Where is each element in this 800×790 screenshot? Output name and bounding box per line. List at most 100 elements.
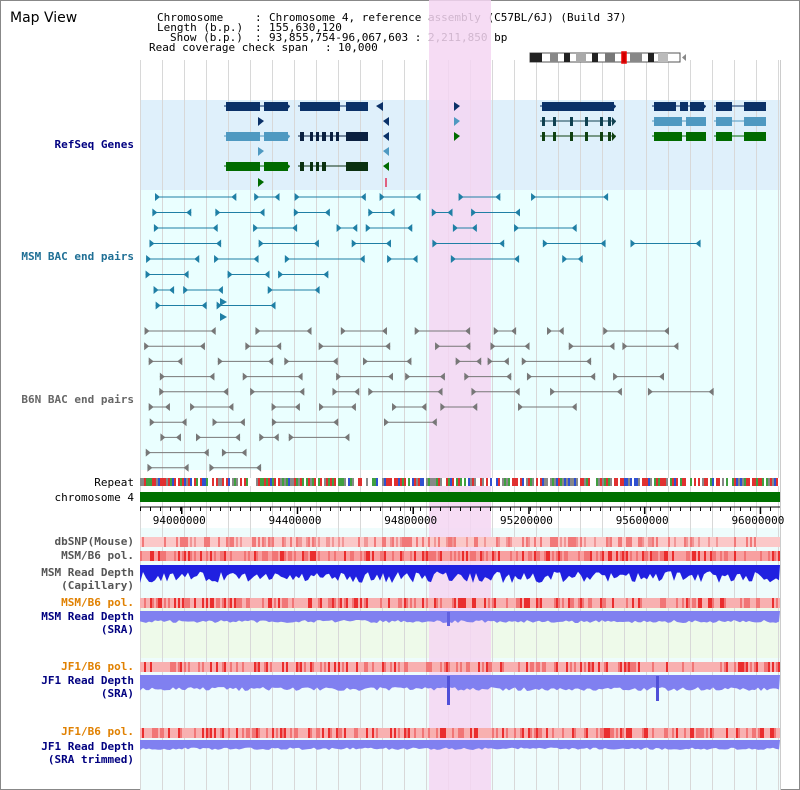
msm-b6-pol-track-cell <box>426 551 428 561</box>
repeat-segment <box>146 478 148 486</box>
msm-b6-pol-track-cell <box>310 551 312 561</box>
track-label-jf1-depth-sra[interactable]: JF1 Read Depth <box>41 674 134 687</box>
msm-b6-pol-2-track-cell <box>662 598 664 608</box>
msm-b6-pol-2-track-cell <box>184 598 186 608</box>
repeat-segment <box>702 478 704 486</box>
msm-bac-end <box>220 298 227 306</box>
jf1-b6-pol-2-track-cell <box>222 728 224 738</box>
msm-b6-pol-track-cell <box>284 551 286 561</box>
msm-b6-pol-2-track-cell <box>602 598 604 608</box>
jf1-b6-pol-2-track-cell <box>236 728 238 738</box>
dbsnp-track-cell <box>618 537 620 547</box>
jf1-b6-pol-2-track-cell <box>746 728 748 738</box>
msm-b6-pol-track-cell <box>182 551 184 561</box>
msm-b6-pol-track-cell <box>686 551 688 561</box>
repeat-segment <box>516 478 518 486</box>
msm-b6-pol-2-track-cell <box>660 598 662 608</box>
jf1-b6-pol-track-cell <box>734 662 736 672</box>
b6n-bac-pair-end <box>514 387 520 396</box>
jf1-b6-pol-2-track-cell <box>442 728 444 738</box>
repeat-segment <box>254 478 256 486</box>
msm-b6-pol-track-cell <box>280 551 282 561</box>
msm-b6-pol-track-cell <box>622 551 624 561</box>
jf1-b6-pol-track-cell <box>270 662 272 672</box>
b6n-bac-pair-end <box>209 372 215 381</box>
jf1-b6-pol-2-track-cell <box>630 728 632 738</box>
repeat-segment <box>624 478 626 486</box>
msm-b6-pol-2-track-cell <box>292 598 294 608</box>
repeat-segment <box>204 478 206 486</box>
jf1-b6-pol-2-track-cell <box>522 728 524 738</box>
b6n-bac-pair-end <box>276 342 282 351</box>
msm-bac-pair-end <box>450 255 456 263</box>
jf1-b6-pol-2-track-cell <box>372 728 374 738</box>
repeat-segment <box>188 478 190 486</box>
msm-b6-pol-track-cell <box>256 551 258 561</box>
msm-bac-pair-end <box>385 239 391 248</box>
ideogram-band <box>564 53 570 62</box>
repeat-segment <box>554 478 556 486</box>
jf1-b6-pol-track-cell <box>356 662 358 672</box>
jf1-b6-pol-track-cell <box>742 662 744 672</box>
jf1-b6-pol-2-track-cell <box>738 728 740 738</box>
msm-b6-pol-2-track-cell <box>380 598 382 608</box>
track-label-msm-bac[interactable]: MSM BAC end pairs <box>21 250 134 263</box>
jf1-b6-pol-track-cell <box>738 662 740 672</box>
track-label-msm-b6-pol[interactable]: MSM/B6 pol. <box>61 549 134 562</box>
track-label-dbsnp[interactable]: dbSNP(Mouse) <box>54 535 134 548</box>
msm-b6-pol-track-cell <box>624 551 626 561</box>
b6n-bac-pair-end <box>616 387 622 396</box>
repeat-segment <box>630 478 632 486</box>
msm-bac-pair-end <box>387 255 393 263</box>
jf1-b6-pol-track-cell <box>428 662 430 672</box>
repeat-segment <box>224 478 226 486</box>
jf1-b6-pol-track-cell <box>490 662 492 672</box>
repeat-segment <box>736 478 738 486</box>
length-key: Length (b.p.) <box>157 21 244 34</box>
jf1-b6-pol-2-track-cell <box>502 728 504 738</box>
track-label-jf1-b6-pol[interactable]: JF1/B6 pol. <box>61 660 134 673</box>
repeat-segment <box>232 478 234 486</box>
repeat-segment <box>768 478 770 486</box>
msm-b6-pol-2-track-cell <box>688 598 690 608</box>
track-label-jf1-depth-trimmed[interactable]: JF1 Read Depth <box>41 740 134 753</box>
msm-b6-pol-track-cell <box>400 551 402 561</box>
track-label-msm-depth-capillary[interactable]: MSM Read Depth <box>41 566 134 579</box>
msm-b6-pol-2-track-cell <box>776 598 778 608</box>
repeat-segment <box>470 478 472 486</box>
repeat-segment <box>568 478 570 486</box>
track-label-msm-depth-sra[interactable]: MSM Read Depth <box>41 610 134 623</box>
jf1-b6-pol-2-track-cell <box>476 728 478 738</box>
repeat-segment <box>184 478 186 486</box>
track-label-b6n-bac[interactable]: B6N BAC end pairs <box>21 393 134 406</box>
track-label-msm-b6-pol-2[interactable]: MSM/B6 pol. <box>61 596 134 609</box>
msm-b6-pol-2-track-cell <box>150 598 152 608</box>
b6n-bac-pair-end <box>476 357 482 366</box>
msm-bac-pair-end <box>152 208 158 217</box>
track-label-refseq[interactable]: RefSeq Genes <box>54 138 134 151</box>
repeat-segment <box>526 478 528 486</box>
jf1-b6-pol-track-cell <box>170 662 172 672</box>
repeat-segment <box>622 478 624 486</box>
dbsnp-track-cell <box>438 537 440 547</box>
repeat-segment <box>672 478 674 486</box>
jf1-b6-pol-track-cell <box>334 662 336 672</box>
repeat-segment <box>520 478 522 486</box>
track-label-jf1-b6-pol-2[interactable]: JF1/B6 pol. <box>61 725 134 738</box>
gene-arrow <box>612 117 616 126</box>
repeat-segment <box>464 478 466 486</box>
repeat-segment <box>738 478 740 486</box>
msm-b6-pol-track-cell <box>480 551 482 561</box>
repeat-segment <box>144 478 146 486</box>
b6n-bac-pair-end <box>440 403 446 411</box>
repeat-segment <box>762 478 764 486</box>
gene-arrow <box>258 117 264 126</box>
repeat-segment <box>304 478 306 486</box>
jf1-b6-pol-2-track-cell <box>534 728 536 738</box>
ideogram-band <box>622 53 626 62</box>
repeat-segment <box>714 478 716 486</box>
msm-b6-pol-track-cell <box>194 551 196 561</box>
jf1-b6-pol-track-cell <box>448 662 450 672</box>
msm-b6-pol-2-track-cell <box>632 598 634 608</box>
